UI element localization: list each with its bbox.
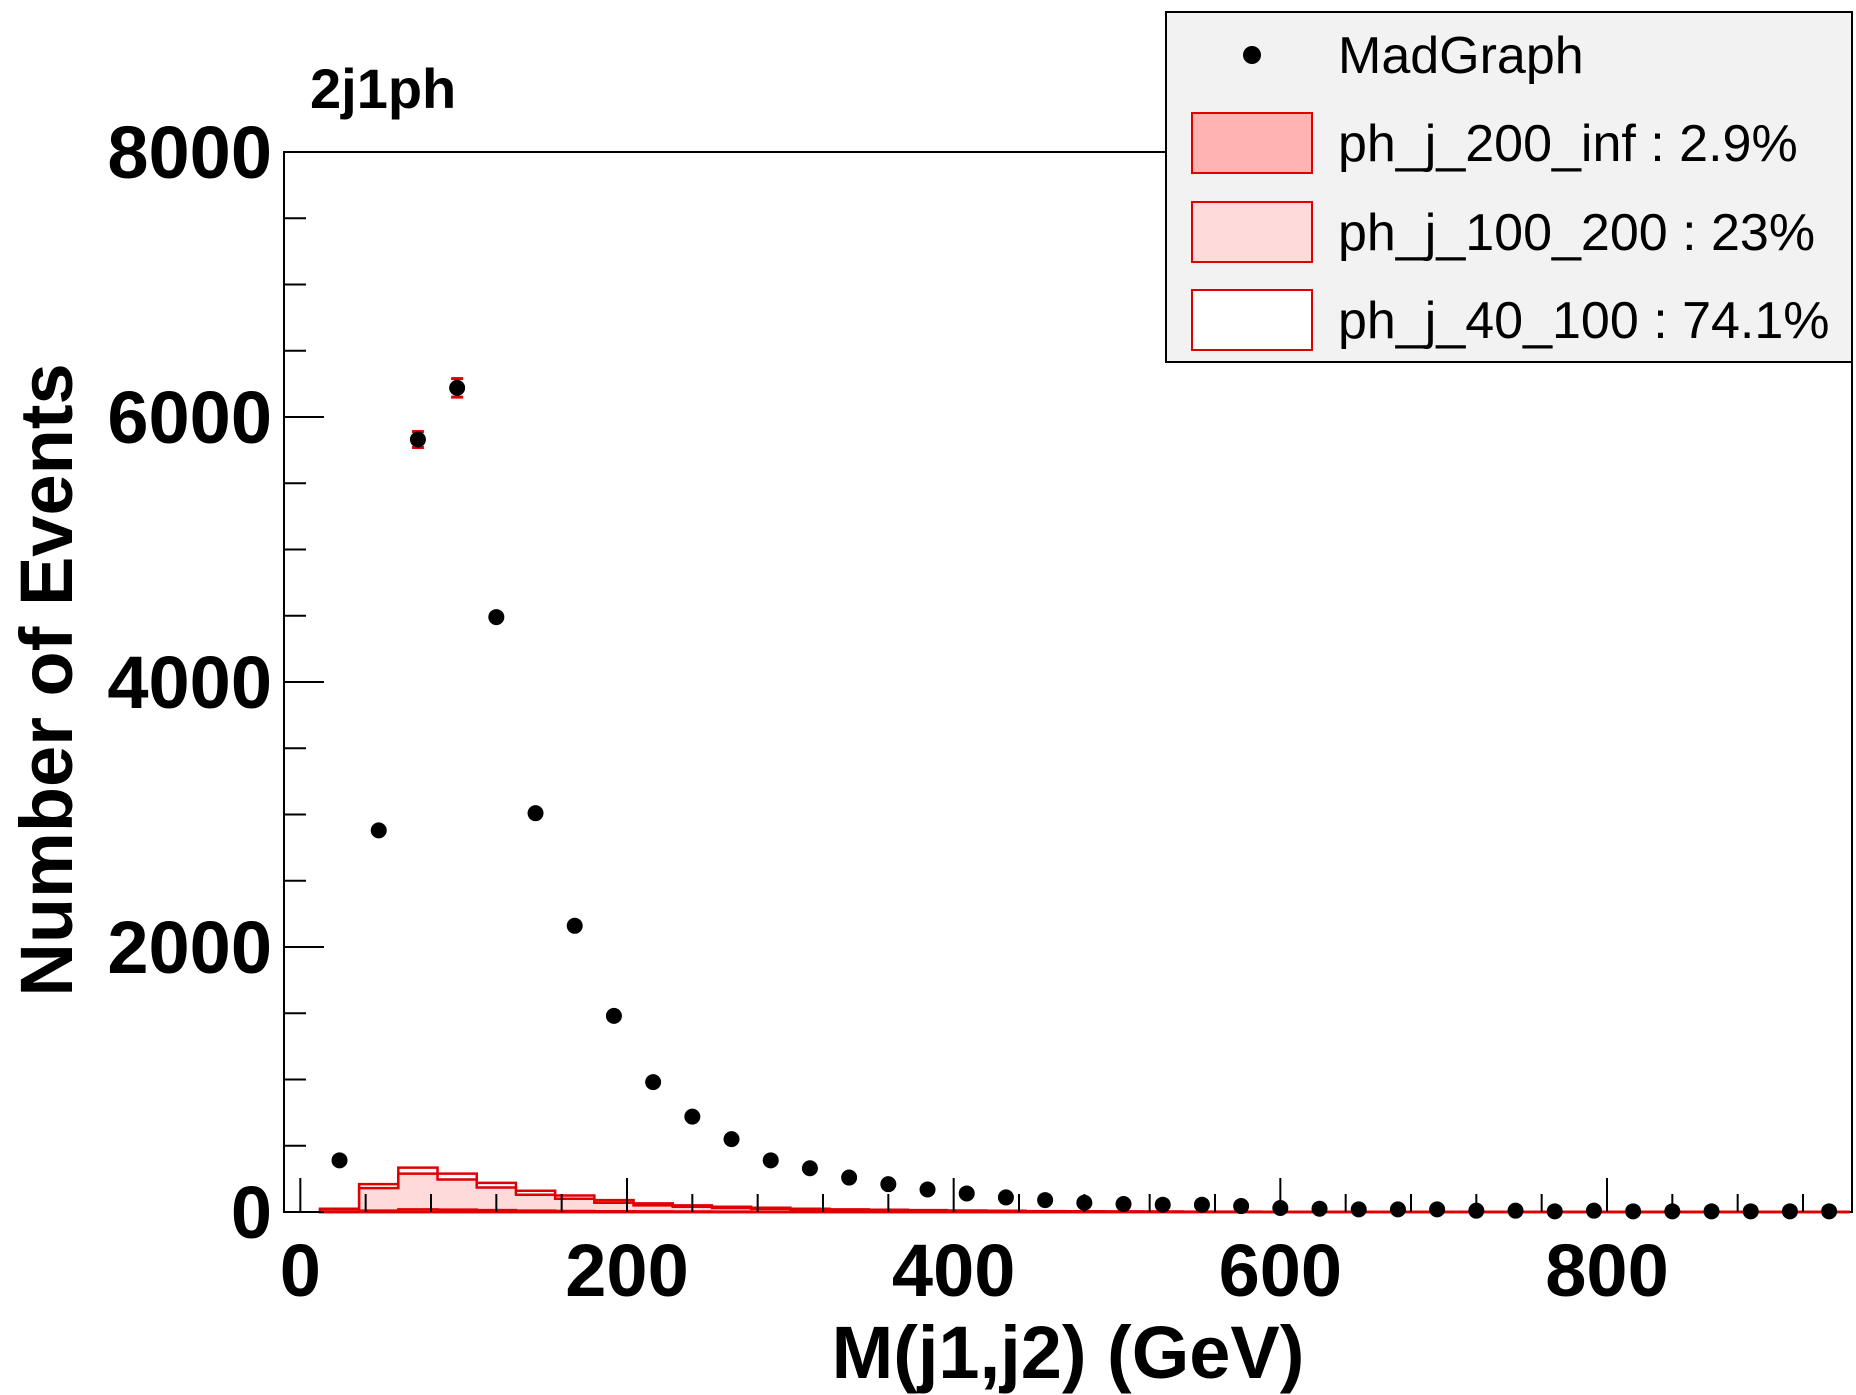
legend: MadGraph ph_j_200_inf : 2.9% ph_j_100_200 … [1165,11,1853,363]
data-point [997,1189,1014,1206]
data-point [1429,1201,1446,1218]
y-tick-label: 0 [231,1171,272,1254]
data-point [1193,1196,1210,1213]
data-point [723,1131,740,1148]
stacked-histograms [318,1166,1850,1214]
x-tick-label: 600 [1219,1229,1342,1312]
data-point [801,1160,818,1177]
data-point [449,379,466,396]
y-axis-label: Number of Events [5,363,88,996]
legend-label: ph_j_100_200 : 23% [1338,204,1815,262]
data-point [1311,1200,1328,1217]
data-point [684,1108,701,1125]
data-point [1037,1192,1054,1209]
axes: 0 2000 4000 6000 8000 0 200 400 600 800 [107,111,1804,1312]
data-point [1781,1203,1798,1220]
data-point [919,1181,936,1198]
data-point [1625,1203,1642,1220]
data-point [605,1007,622,1024]
x-tick-label: 0 [280,1229,321,1312]
legend-marker-madgraph [1243,46,1261,64]
data-point [409,431,426,448]
chart-title: 2j1ph [310,57,456,120]
data-point [527,805,544,822]
data-point [958,1185,975,1202]
data-point [1546,1203,1563,1220]
data-point [1507,1202,1524,1219]
madgraph-points [331,377,1838,1220]
legend-label: MadGraph [1338,27,1584,85]
data-point [566,917,583,934]
x-tick-label: 800 [1545,1229,1668,1312]
data-point [1389,1201,1406,1218]
y-tick-label: 4000 [107,641,272,724]
data-point [762,1152,779,1169]
data-point [1703,1203,1720,1220]
data-point [880,1176,897,1193]
data-point [370,822,387,839]
data-point [1154,1196,1171,1213]
data-point [1115,1196,1132,1213]
legend-swatch [1191,289,1313,351]
data-point [1585,1202,1602,1219]
x-axis-label: M(j1,j2) (GeV) [832,1311,1305,1394]
data-point [645,1074,662,1091]
legend-label: ph_j_40_100 : 74.1% [1338,292,1830,350]
data-point [1350,1201,1367,1218]
data-point [1821,1203,1838,1220]
y-tick-label: 2000 [107,906,272,989]
x-tick-label: 200 [565,1229,688,1312]
data-point [1233,1198,1250,1215]
y-tick-label: 8000 [107,111,272,194]
data-point [1742,1203,1759,1220]
data-point [331,1152,348,1169]
legend-swatch [1191,112,1313,174]
data-point [488,609,505,626]
x-tick-label: 400 [892,1229,1015,1312]
y-tick-label: 6000 [107,376,272,459]
legend-swatch [1191,201,1313,263]
legend-label: ph_j_200_inf : 2.9% [1338,115,1798,173]
data-point [841,1169,858,1186]
